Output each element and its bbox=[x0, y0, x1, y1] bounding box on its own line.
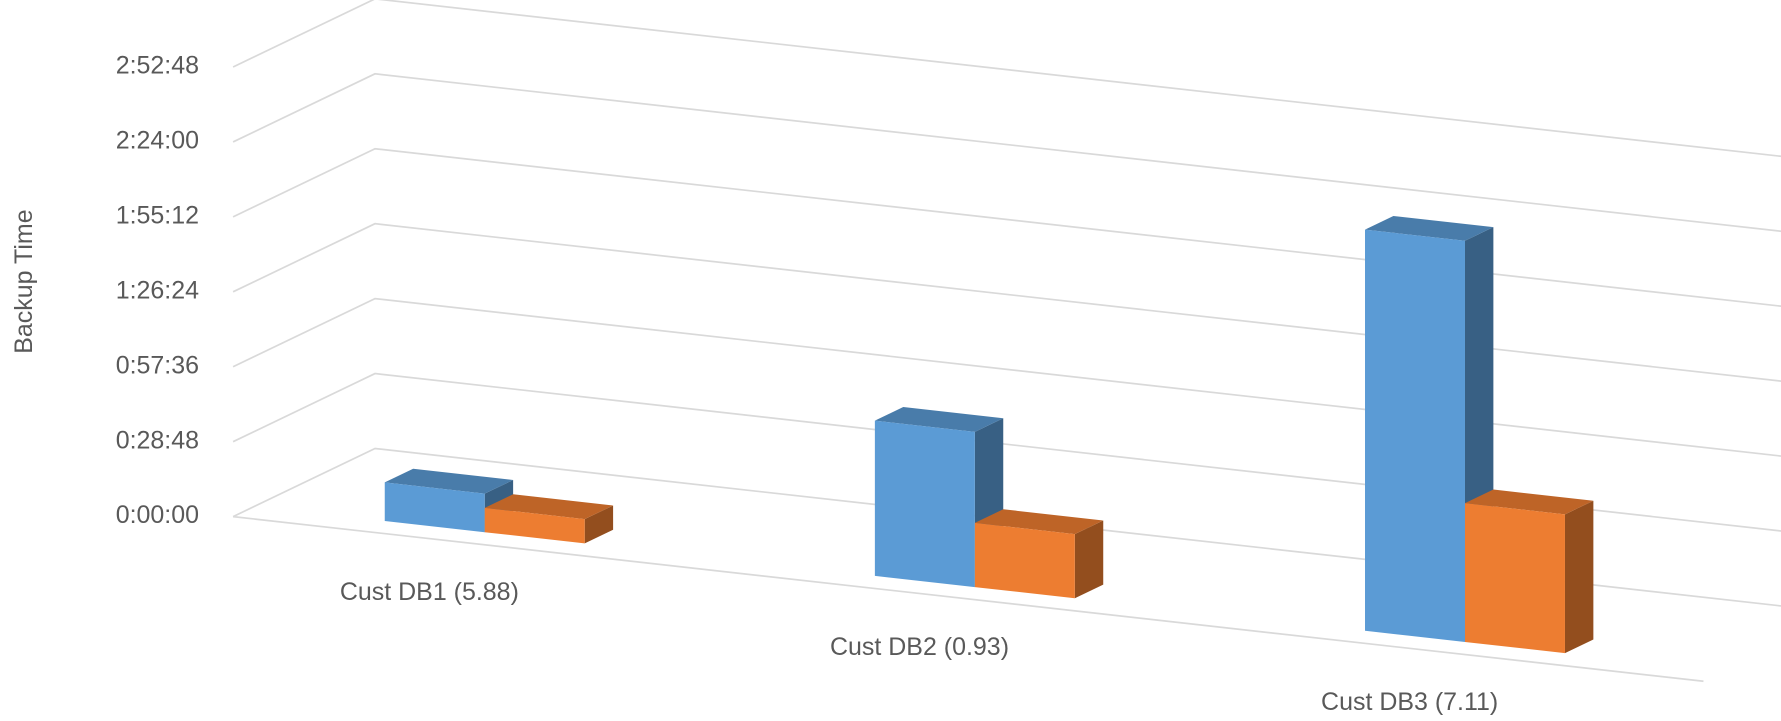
bar-side bbox=[1564, 500, 1594, 654]
y-tick-label: 2:24:00 bbox=[116, 127, 199, 155]
bar-top bbox=[384, 468, 514, 494]
grid-line bbox=[232, 72, 1781, 233]
y-tick-label: 0:28:48 bbox=[116, 426, 199, 454]
bar-side bbox=[584, 505, 614, 544]
y-tick-label: 0:00:00 bbox=[116, 501, 199, 529]
x-tick-label: Cust DB3 (7.11) bbox=[1321, 688, 1498, 716]
y-tick-label: 0:57:36 bbox=[116, 351, 199, 379]
grid-line bbox=[232, 0, 1781, 158]
bar-top bbox=[1464, 489, 1594, 515]
y-tick-label: 1:26:24 bbox=[116, 276, 199, 304]
y-tick-label: 2:52:48 bbox=[116, 52, 199, 80]
bar-side bbox=[1074, 520, 1104, 599]
floor-edge bbox=[232, 515, 1704, 683]
y-tick-label: 1:55:12 bbox=[116, 201, 199, 229]
grid-line bbox=[232, 447, 1781, 607]
grid-line bbox=[232, 297, 1781, 457]
bar-top bbox=[974, 509, 1104, 535]
y-axis-label: Backup Time bbox=[10, 209, 38, 353]
bar bbox=[384, 482, 485, 533]
grid-line bbox=[232, 372, 1781, 532]
bar-top bbox=[874, 407, 1004, 432]
grid-line bbox=[232, 222, 1781, 382]
bar-top bbox=[484, 494, 614, 520]
bar bbox=[874, 420, 975, 588]
x-tick-label: Cust DB1 (5.88) bbox=[340, 578, 519, 606]
x-tick-label: Cust DB2 (0.93) bbox=[830, 633, 1009, 661]
bar bbox=[974, 522, 1075, 599]
bar bbox=[1464, 503, 1565, 654]
bar-top bbox=[1365, 215, 1494, 241]
bar bbox=[1365, 229, 1465, 642]
grid-line bbox=[232, 147, 1781, 308]
bar bbox=[484, 507, 585, 544]
